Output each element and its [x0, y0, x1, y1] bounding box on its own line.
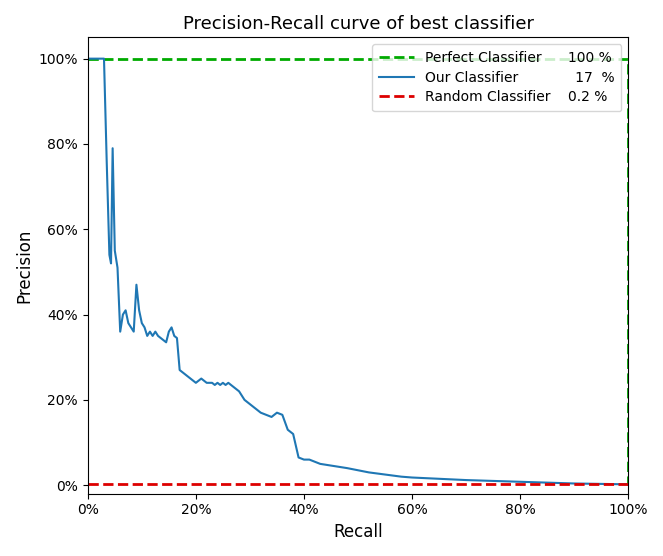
Our Classifier             17  % — [154, 332, 162, 339]
Our Classifier             17  % — [84, 56, 91, 62]
Title: Precision-Recall curve of best classifier: Precision-Recall curve of best classifie… — [182, 15, 534, 33]
Our Classifier             17  % — [113, 264, 121, 271]
Legend: Perfect Classifier      100 %, Our Classifier             17  %, Random Classifi: Perfect Classifier 100 %, Our Classifier… — [372, 44, 621, 111]
Our Classifier             17  % — [268, 414, 276, 420]
Line: Our Classifier             17  %: Our Classifier 17 % — [88, 59, 629, 484]
Our Classifier             17  % — [343, 465, 351, 471]
Y-axis label: Precision: Precision — [15, 229, 33, 302]
Line: Perfect Classifier      100 %: Perfect Classifier 100 % — [88, 59, 629, 485]
Perfect Classifier      100 % — [625, 56, 633, 62]
Our Classifier             17  % — [625, 481, 633, 488]
Our Classifier             17  % — [332, 463, 340, 470]
Perfect Classifier      100 % — [84, 56, 91, 62]
Our Classifier             17  % — [516, 479, 524, 485]
Perfect Classifier      100 % — [625, 482, 633, 489]
X-axis label: Recall: Recall — [333, 523, 383, 541]
